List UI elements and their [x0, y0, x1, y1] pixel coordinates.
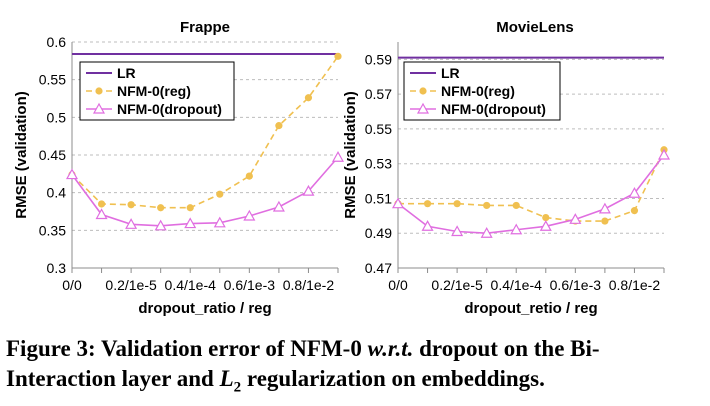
legend-label: LR	[117, 65, 136, 81]
data-point-circle	[423, 200, 432, 208]
y-tick-label: 0.47	[365, 260, 392, 276]
legend: LR NFM-0(reg) NFM-0(dropout)	[403, 61, 561, 121]
x-axis-label: dropout_ratio / reg	[138, 300, 271, 317]
caption-middle: dropout on the Bi-Interaction layer and	[6, 336, 600, 391]
x-tick-label: 0.2/1e-5	[431, 277, 483, 293]
y-tick-label: 0.55	[39, 72, 66, 88]
data-point-circle	[216, 190, 224, 198]
y-tick-label: 0.5	[47, 109, 67, 125]
y-axis-label: RMSE (validation)	[342, 91, 359, 219]
series-line	[397, 154, 665, 235]
series-line	[398, 149, 665, 222]
legend-label: NFM-0(reg)	[117, 83, 191, 99]
x-tick-label: 0/0	[388, 277, 408, 293]
data-point-circle	[334, 52, 342, 60]
data-point-triangle	[213, 216, 226, 228]
caption-wrt: w.r.t.	[367, 336, 414, 361]
x-tick-label: 0.6/1e-3	[550, 277, 602, 293]
y-tick-label: 0.49	[365, 225, 392, 241]
legend-swatch-triangle	[92, 102, 106, 114]
y-tick-label: 0.55	[365, 121, 392, 137]
x-tick-label: 0.4/1e-4	[491, 277, 543, 293]
x-tick-label: 0.4/1e-4	[165, 277, 217, 293]
y-tick-label: 0.3	[47, 260, 67, 276]
y-tick-label: 0.6	[47, 34, 67, 50]
caption-prefix: Figure 3: Validation error of NFM-0	[6, 336, 368, 361]
data-point-triangle	[510, 223, 523, 235]
legend-label: NFM-0(dropout)	[441, 101, 546, 117]
data-point-triangle	[598, 202, 611, 214]
data-point-triangle	[480, 226, 493, 238]
chart-panel-1: 0.3 0.35 0.4 0.45 0.5 0.55 0.6 0/0 0.2/1e-5 0.4/1…	[13, 19, 345, 317]
data-point-triangle	[657, 148, 671, 160]
data-point-circle	[630, 207, 639, 215]
data-point-triangle	[272, 200, 285, 212]
data-point-circle	[245, 172, 253, 180]
data-point-triangle	[95, 208, 108, 220]
data-point-circle	[542, 213, 550, 222]
y-axis-label: RMSE (validation)	[13, 91, 30, 219]
x-tick-label: 0/0	[62, 277, 82, 293]
y-tick-label: 0.51	[365, 190, 392, 206]
y-tick-label: 0.53	[365, 156, 392, 172]
caption-sub: 2	[233, 379, 242, 396]
data-point-triangle	[331, 151, 345, 162]
series-nfm-0-reg-	[394, 146, 668, 225]
legend-swatch-circle	[419, 87, 427, 95]
data-point-circle	[601, 217, 609, 225]
data-point-circle	[127, 201, 135, 209]
y-tick-label: 0.4	[47, 185, 67, 201]
figure-caption: Figure 3: Validation error of NFM-0 w.r.…	[6, 334, 706, 403]
y-tick-label: 0.59	[365, 51, 392, 67]
figure-charts: 0.3 0.35 0.4 0.45 0.5 0.55 0.6 0/0 0.2/1e-5 0.4/1…	[13, 19, 671, 317]
y-tick-label: 0.35	[39, 222, 66, 238]
x-tick-label: 0.6/1e-3	[224, 277, 276, 293]
data-point-triangle	[539, 220, 552, 231]
data-point-circle	[186, 204, 194, 212]
data-point-triangle	[65, 168, 79, 180]
chart-title: Frappe	[180, 19, 230, 36]
data-point-triangle	[243, 209, 256, 221]
caption-l: L	[219, 366, 234, 391]
data-point-circle	[483, 201, 491, 210]
x-tick-label: 0.8/1e-2	[609, 277, 661, 293]
x-tick-label: 0.2/1e-5	[105, 277, 157, 293]
legend-box	[79, 61, 235, 121]
legend-label: NFM-0(reg)	[441, 83, 515, 99]
x-tick-label: 0.8/1e-2	[283, 277, 335, 293]
data-point-triangle	[154, 219, 167, 231]
data-point-circle	[453, 200, 461, 208]
y-tick-label: 0.45	[39, 147, 66, 163]
series-nfm-0-dropout-	[65, 151, 345, 231]
x-axis-label: dropout_retio / reg	[464, 300, 597, 317]
legend-swatch-circle	[95, 87, 103, 95]
data-point-circle	[97, 200, 106, 208]
series-nfm-0-dropout-	[391, 148, 671, 238]
data-point-triangle	[125, 218, 138, 229]
data-point-triangle	[302, 184, 315, 196]
data-point-triangle	[391, 197, 405, 209]
legend: LR NFM-0(reg) NFM-0(dropout)	[79, 61, 235, 121]
y-tick-label: 0.57	[365, 86, 392, 102]
data-point-triangle	[569, 213, 582, 224]
data-point-circle	[157, 204, 165, 212]
data-point-triangle	[184, 217, 197, 229]
chart-title: MovieLens	[496, 19, 574, 36]
legend-label: LR	[441, 65, 460, 81]
series-line	[71, 156, 339, 227]
caption-suffix: regularization on embeddings.	[241, 366, 545, 391]
legend-swatch-triangle	[416, 102, 430, 114]
chart-panel-2: 0.47 0.49 0.51 0.53 0.55 0.57 0.59 0/0 0.2/1e-5 0…	[342, 19, 671, 317]
data-point-triangle	[628, 187, 641, 198]
data-point-triangle	[421, 220, 434, 231]
data-point-triangle	[451, 225, 464, 237]
legend-label: NFM-0(dropout)	[117, 101, 222, 117]
data-point-circle	[275, 122, 283, 130]
data-point-circle	[304, 94, 313, 102]
data-point-circle	[512, 201, 520, 210]
